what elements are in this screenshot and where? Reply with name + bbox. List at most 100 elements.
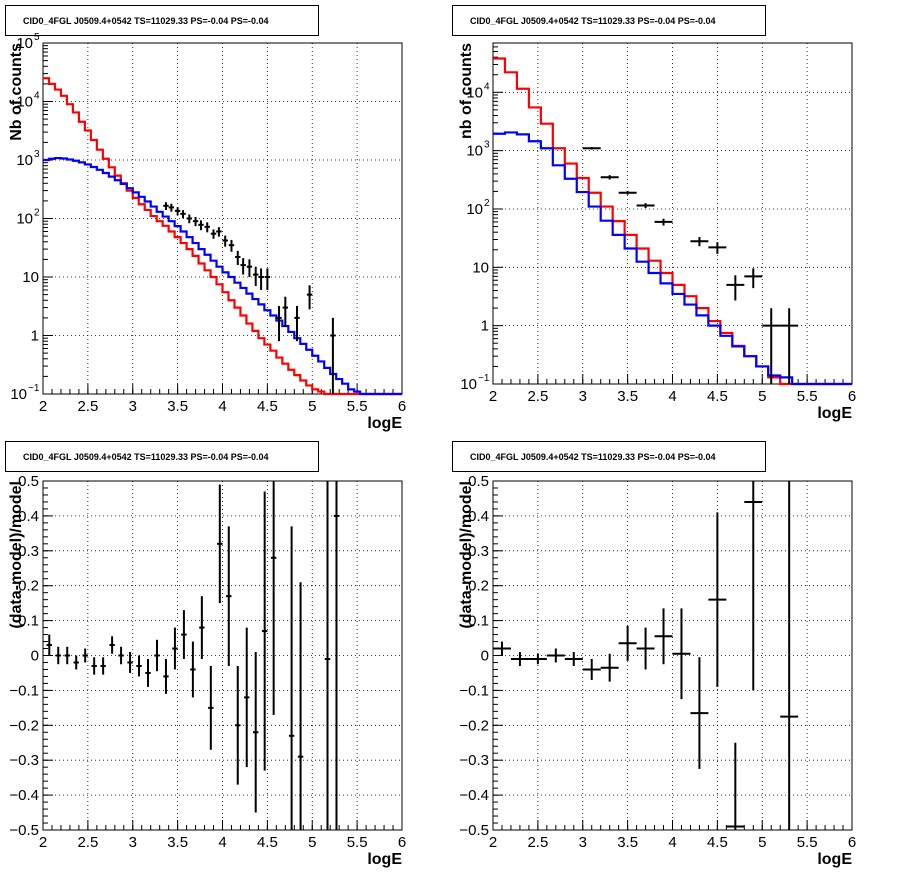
chart-panel-3: CID0_4FGL J0509.4+0542 TS=11029.33 PS=-0… bbox=[5, 441, 406, 868]
data-point bbox=[235, 250, 241, 266]
data-point bbox=[708, 512, 727, 687]
data-point bbox=[510, 652, 529, 666]
data-point bbox=[100, 657, 106, 675]
x-tick-label: 3 bbox=[579, 834, 587, 851]
y-tick-label: 0.4 bbox=[18, 508, 39, 525]
y-tick-label: 10 bbox=[16, 211, 33, 228]
y-tick-exponent: 3 bbox=[484, 140, 490, 151]
x-tick-label: 5.5 bbox=[347, 398, 368, 415]
x-tick-label: 4.5 bbox=[257, 398, 278, 415]
x-tick-label: 5 bbox=[308, 398, 316, 415]
x-tick-label: 5 bbox=[758, 834, 766, 851]
y-tick-label: 10 bbox=[466, 84, 483, 101]
y-tick-label: −0.1 bbox=[9, 682, 39, 699]
title-box bbox=[452, 441, 766, 472]
data-point bbox=[154, 639, 160, 672]
data-point bbox=[636, 203, 655, 208]
data-point bbox=[253, 266, 259, 287]
x-tick-label: 3 bbox=[129, 834, 137, 851]
data-point bbox=[672, 608, 691, 700]
data-point bbox=[600, 653, 619, 682]
x-tick-label: 2.5 bbox=[77, 834, 98, 851]
data-point bbox=[690, 237, 709, 247]
data-point bbox=[493, 641, 511, 656]
data-point bbox=[217, 484, 223, 604]
y-tick-label: 0 bbox=[31, 648, 39, 665]
x-tick-label: 4 bbox=[218, 398, 226, 415]
y-tick-label: 1 bbox=[31, 328, 39, 345]
x-tick-label: 3.5 bbox=[167, 834, 188, 851]
x-axis-label: logE bbox=[817, 405, 852, 422]
data-point bbox=[333, 481, 340, 830]
y-tick-label: 0.5 bbox=[468, 473, 489, 490]
data-point bbox=[145, 658, 151, 687]
data-point bbox=[55, 646, 61, 665]
data-point bbox=[582, 146, 601, 150]
title-box bbox=[5, 441, 319, 472]
y-tick-exponent: 5 bbox=[34, 32, 40, 43]
data-point bbox=[297, 582, 304, 830]
y-tick-exponent: −1 bbox=[478, 373, 490, 384]
y-tick-label: 0.3 bbox=[468, 543, 489, 560]
x-axis-label: logE bbox=[367, 851, 402, 868]
x-tick-label: 2.5 bbox=[77, 398, 98, 415]
y-axis-label: nb of counts bbox=[458, 43, 475, 139]
data-point bbox=[618, 190, 637, 195]
data-point bbox=[270, 481, 277, 715]
y-tick-label: 0.4 bbox=[468, 508, 489, 525]
x-tick-label: 6 bbox=[848, 388, 856, 405]
data-point bbox=[288, 526, 295, 830]
x-tick-label: 3 bbox=[579, 388, 587, 405]
data-point bbox=[199, 596, 205, 659]
y-tick-label: −0.2 bbox=[459, 717, 489, 734]
x-tick-label: 6 bbox=[398, 398, 406, 415]
model-histogram-blue bbox=[493, 131, 852, 386]
data-point bbox=[618, 625, 637, 661]
y-tick-label: 10 bbox=[10, 386, 27, 403]
y-tick-label: −0.3 bbox=[9, 752, 39, 769]
y-tick-exponent: 2 bbox=[34, 208, 40, 219]
y-tick-label: 0.5 bbox=[18, 473, 39, 490]
data-point bbox=[726, 742, 745, 830]
data-point bbox=[780, 308, 799, 384]
x-tick-label: 2 bbox=[39, 398, 47, 415]
x-tick-label: 3.5 bbox=[617, 388, 638, 405]
y-axis-label: (data-model)/model bbox=[458, 481, 475, 629]
chart-title: CID0_4FGL J0509.4+0542 TS=11029.33 PS=-0… bbox=[470, 16, 716, 26]
data-point bbox=[282, 296, 289, 327]
y-tick-label: 0.2 bbox=[18, 578, 39, 595]
data-point bbox=[582, 658, 601, 680]
y-tick-label: −0.1 bbox=[459, 682, 489, 699]
data-point bbox=[306, 285, 313, 310]
y-tick-label: −0.3 bbox=[459, 752, 489, 769]
x-tick-label: 6 bbox=[398, 834, 406, 851]
data-point bbox=[226, 526, 232, 666]
data-point bbox=[222, 235, 228, 247]
y-tick-label: −0.5 bbox=[9, 822, 39, 839]
data-point bbox=[654, 608, 673, 665]
data-point bbox=[244, 627, 250, 768]
x-tick-label: 2 bbox=[489, 834, 497, 851]
data-point bbox=[246, 259, 253, 277]
x-tick-label: 2 bbox=[489, 388, 497, 405]
x-tick-label: 2.5 bbox=[527, 388, 548, 405]
x-tick-label: 3.5 bbox=[617, 834, 638, 851]
y-tick-label: −0.5 bbox=[459, 822, 489, 839]
x-tick-label: 2 bbox=[39, 834, 47, 851]
x-tick-label: 5.5 bbox=[347, 834, 368, 851]
y-tick-label: −0.4 bbox=[9, 787, 39, 804]
data-point bbox=[136, 655, 142, 677]
data-point bbox=[180, 210, 186, 219]
data-point bbox=[228, 239, 235, 252]
data-point bbox=[636, 627, 655, 670]
x-tick-label: 4.5 bbox=[707, 834, 728, 851]
data-point bbox=[708, 242, 727, 254]
y-axis-label: (data-model)/model bbox=[8, 481, 25, 629]
data-point bbox=[208, 665, 214, 750]
y-tick-label: 10 bbox=[460, 376, 477, 393]
y-tick-label: 10 bbox=[16, 152, 33, 169]
y-tick-exponent: 4 bbox=[34, 91, 40, 102]
data-point bbox=[172, 627, 178, 670]
x-tick-label: 4 bbox=[218, 834, 226, 851]
data-point bbox=[64, 646, 70, 665]
